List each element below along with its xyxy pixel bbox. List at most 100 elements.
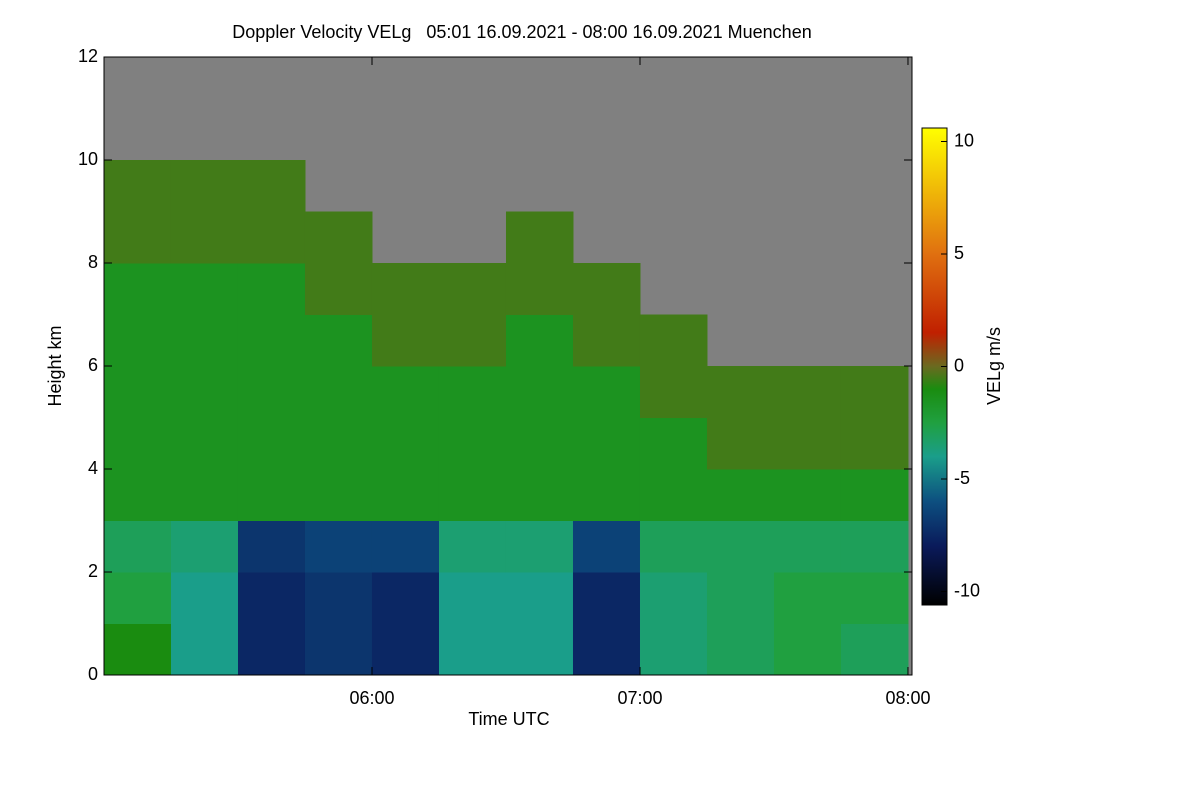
heatmap-cell xyxy=(505,469,574,521)
heatmap-cell xyxy=(639,469,708,521)
heatmap-cell xyxy=(572,366,641,418)
heatmap-cell xyxy=(104,520,172,573)
heatmap-cell xyxy=(572,469,641,521)
heatmap-cell xyxy=(170,211,239,264)
y-tick-label: 10 xyxy=(78,149,98,169)
heatmap-cell xyxy=(505,366,574,418)
heatmap-cell xyxy=(104,263,172,315)
heatmap-cell xyxy=(237,211,306,264)
heatmap-cell xyxy=(170,520,239,573)
heatmap-cell xyxy=(237,314,306,367)
heatmap-cell xyxy=(706,366,775,418)
heatmap-cell xyxy=(170,623,239,676)
heatmap-cell xyxy=(572,314,641,367)
heatmap-cell xyxy=(505,211,574,264)
heatmap-cell xyxy=(438,263,507,315)
heatmap-cell xyxy=(438,520,507,573)
heatmap-cell xyxy=(371,263,440,315)
heatmap-cell xyxy=(237,263,306,315)
heatmap-cell xyxy=(304,469,373,521)
heatmap-cell xyxy=(304,417,373,470)
heatmap-cell xyxy=(104,417,172,470)
heatmap-cell xyxy=(840,469,909,521)
heatmap-cell xyxy=(371,469,440,521)
heatmap-cell xyxy=(371,572,440,624)
x-axis-label: Time UTC xyxy=(468,709,549,729)
heatmap-cell xyxy=(773,366,842,418)
heatmap-cell xyxy=(639,366,708,418)
heatmap-cell xyxy=(170,469,239,521)
y-tick-label: 0 xyxy=(88,664,98,684)
heatmap-cell xyxy=(505,417,574,470)
heatmap-cell xyxy=(639,623,708,676)
y-tick-label: 8 xyxy=(88,252,98,272)
heatmap-cell xyxy=(639,417,708,470)
heatmap-cell xyxy=(371,314,440,367)
heatmap-cell xyxy=(706,623,775,676)
heatmap-cell xyxy=(572,263,641,315)
heatmap-cell xyxy=(706,417,775,470)
heatmap-cell xyxy=(304,572,373,624)
heatmap-cell xyxy=(773,572,842,624)
x-tick-label: 07:00 xyxy=(617,688,662,708)
heatmap-cell xyxy=(304,520,373,573)
heatmap-cell xyxy=(170,160,239,212)
heatmap-cell xyxy=(505,572,574,624)
y-tick-label: 6 xyxy=(88,355,98,375)
heatmap-cell xyxy=(104,211,172,264)
heatmap-cell xyxy=(371,417,440,470)
heatmap-cell xyxy=(438,417,507,470)
heatmap-cell xyxy=(104,366,172,418)
heatmap-cell xyxy=(639,572,708,624)
y-tick-label: 12 xyxy=(78,46,98,66)
heatmap-cell xyxy=(773,417,842,470)
heatmap-cell xyxy=(104,160,172,212)
heatmap-cell xyxy=(170,572,239,624)
heatmap-cell xyxy=(505,314,574,367)
heatmap-cell xyxy=(840,366,909,418)
heatmap-cell xyxy=(237,160,306,212)
heatmap-cell xyxy=(840,417,909,470)
heatmap-cell xyxy=(840,572,909,624)
heatmap-cell xyxy=(237,572,306,624)
heatmap-cell xyxy=(706,572,775,624)
colorbar-tick-label: 10 xyxy=(954,130,974,150)
heatmap-cell xyxy=(773,520,842,573)
y-tick-label: 4 xyxy=(88,458,98,478)
heatmap-cell xyxy=(104,572,172,624)
y-tick-label: 2 xyxy=(88,561,98,581)
heatmap-cell xyxy=(505,623,574,676)
heatmap-cell xyxy=(505,520,574,573)
heatmap-cell xyxy=(304,263,373,315)
heatmap-cell xyxy=(706,520,775,573)
heatmap-cell xyxy=(438,572,507,624)
heatmap-cell xyxy=(304,211,373,264)
heatmap-cell xyxy=(840,520,909,573)
heatmap-cell xyxy=(505,263,574,315)
heatmap-cell xyxy=(773,469,842,521)
heatmap-cell xyxy=(304,314,373,367)
heatmap-cell xyxy=(572,572,641,624)
colorbar-tick-label: -5 xyxy=(954,468,970,488)
heatmap-cell xyxy=(438,314,507,367)
heatmap-cell xyxy=(840,623,909,676)
heatmap-cell xyxy=(170,417,239,470)
heatmap-cell xyxy=(438,469,507,521)
heatmap-cell xyxy=(639,314,708,367)
heatmap-cell xyxy=(572,417,641,470)
heatmap-cell xyxy=(237,366,306,418)
heatmap-cell xyxy=(639,520,708,573)
x-tick-label: 06:00 xyxy=(349,688,394,708)
heatmap-cell xyxy=(237,623,306,676)
heatmap-cell xyxy=(706,469,775,521)
heatmap-cell xyxy=(438,623,507,676)
heatmap-cell xyxy=(572,623,641,676)
colorbar-tick-label: 0 xyxy=(954,355,964,375)
heatmap-cell xyxy=(237,469,306,521)
heatmap-cell xyxy=(170,263,239,315)
heatmap-cell xyxy=(371,520,440,573)
heatmap-cell xyxy=(237,520,306,573)
heatmap-cell xyxy=(170,314,239,367)
